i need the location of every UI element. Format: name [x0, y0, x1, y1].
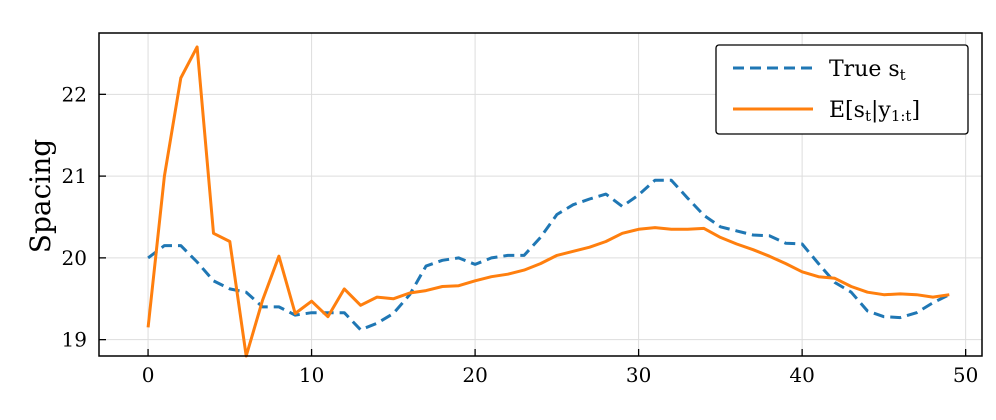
x-tick-label: 40: [789, 363, 814, 387]
legend-label-true: True st: [829, 57, 906, 84]
x-tick-label: 50: [953, 363, 978, 387]
x-tick-label: 30: [626, 363, 651, 387]
x-tick-label: 0: [142, 363, 155, 387]
legend-label-estimate: E[st|y1:t]: [829, 98, 920, 125]
y-tick-label: 22: [62, 82, 87, 106]
y-axis-label: Spacing: [24, 139, 57, 253]
series-line-estimate: [146, 45, 950, 358]
series-layer: [146, 45, 950, 358]
y-tick-label: 21: [62, 164, 87, 188]
plot-frame: [98, 32, 983, 357]
y-tick-label: 19: [62, 328, 87, 352]
x-tick-label: 20: [462, 363, 487, 387]
legend: True st E[st|y1:t]: [715, 44, 969, 135]
series-line-true: [147, 178, 950, 332]
legend-box: [715, 44, 969, 135]
y-tick-label: 20: [62, 246, 87, 270]
x-tick-label: 10: [299, 363, 324, 387]
axis-ticks: 0 10 20 30 40 50 19 20 21 22: [62, 82, 979, 387]
